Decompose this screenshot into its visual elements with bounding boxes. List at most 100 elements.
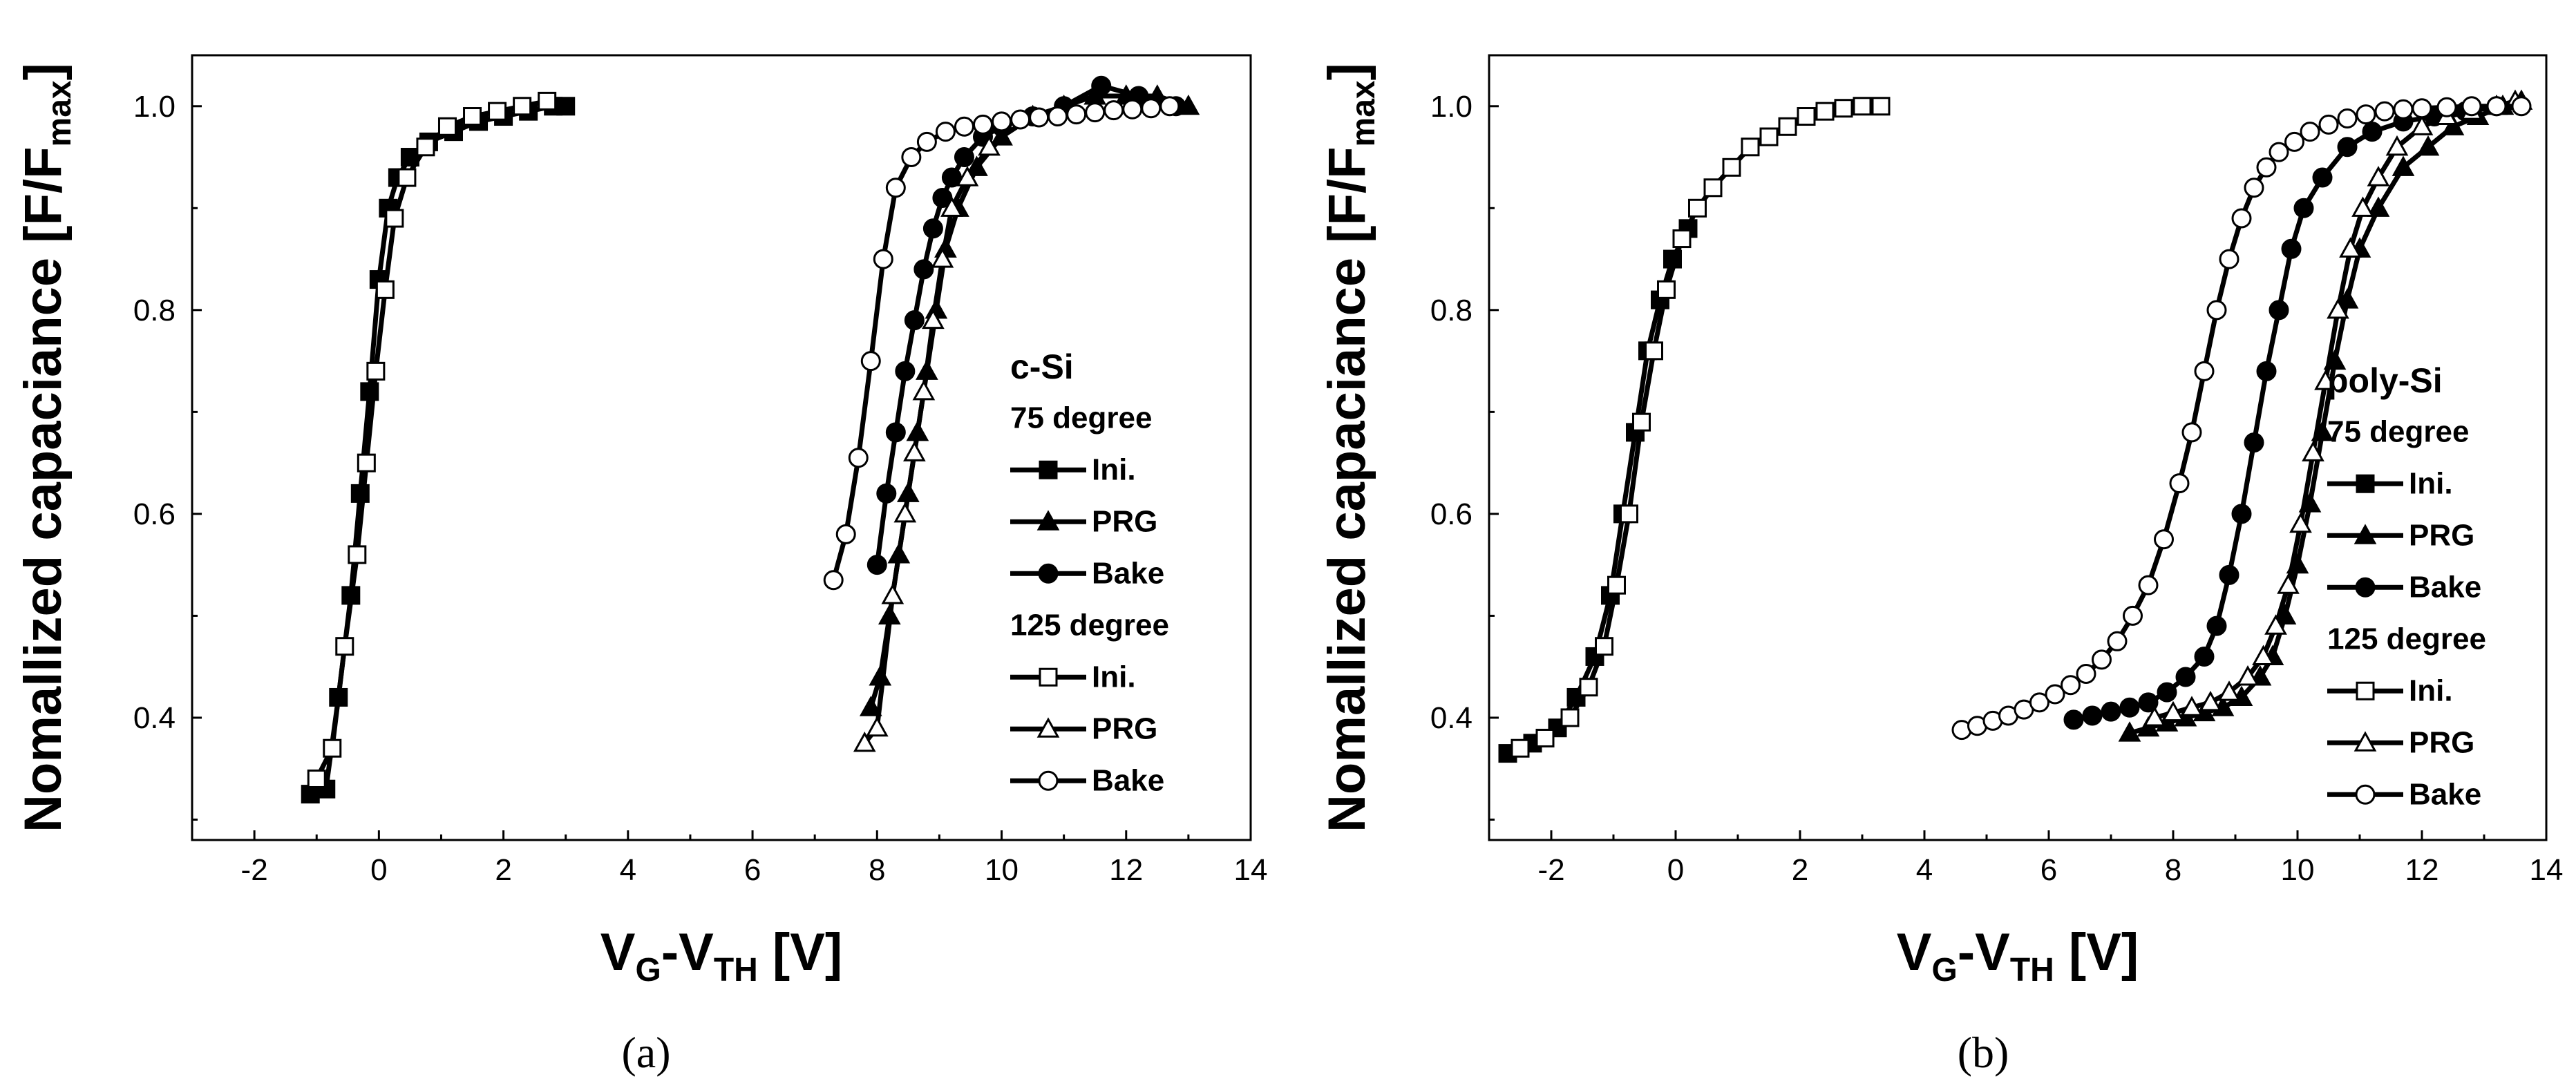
data-point [2392,155,2415,176]
data-point [437,117,457,136]
x-tick-label: 6 [2040,853,2057,887]
data-point [2219,564,2239,585]
series-bake-125 [823,96,1180,591]
data-point [1853,97,1872,116]
data-point [978,135,1001,156]
data-point [2374,101,2395,122]
data-point [2244,178,2264,198]
x-axis-title-part: TH [2010,952,2054,989]
legend-marker [2355,577,2376,598]
series-line [310,104,566,796]
data-point [2269,142,2289,162]
legend-entry-label: Bake [1092,556,1164,590]
data-point [2252,645,2275,665]
data-point [2256,157,2277,178]
x-tick-label: 4 [1916,853,1933,887]
data-point [992,111,1012,132]
data-point [2231,504,2252,524]
y-axis-title-part: max [1345,80,1382,146]
data-point [1815,102,1835,121]
data-point [1085,102,1106,123]
data-point [2045,684,2065,705]
data-point [2092,649,2112,670]
data-point [556,97,576,116]
data-point [2511,96,2532,117]
data-point [2362,122,2383,142]
data-point [463,107,482,126]
series-line [2154,99,2516,720]
data-point [935,122,956,142]
y-axis-title: Nomallized capaciance [F/Fmax] [14,63,78,832]
data-point [2029,692,2049,713]
data-point [2101,701,2121,722]
data-point [1010,109,1031,130]
data-point [307,769,326,788]
legend-title: poly-Si [2327,361,2443,400]
data-point [2339,237,2362,258]
x-axis-title-part: V [1897,923,1932,982]
data-point [893,502,917,523]
data-point [2300,122,2320,142]
series-ini-125 [1510,97,1891,758]
data-point [2181,422,2202,443]
data-point [1645,341,1663,361]
legend-marker [2356,681,2375,700]
data-point [1595,637,1613,656]
data-point [1122,99,1143,120]
legend-marker [2355,784,2376,805]
data-point [1672,229,1692,249]
data-point [913,259,934,280]
data-point [2061,675,2081,696]
legend-entry-label: Ini. [2409,674,2453,707]
data-point [848,448,869,468]
legend-marker [2354,731,2377,752]
data-point [2289,512,2312,533]
data-point [2137,716,2160,737]
data-point [2063,709,2084,730]
data-point [885,178,906,198]
series-bake-125 [1951,96,2532,741]
data-point [2194,361,2215,381]
data-point [2486,96,2507,117]
data-point [366,361,386,381]
data-point [2436,97,2457,117]
data-point [956,166,979,187]
data-point [1722,158,1741,177]
x-axis-title-part: -V [661,923,714,982]
x-tick-label: 6 [744,853,761,887]
data-point [2161,700,2185,722]
legend-marker [1036,510,1060,531]
data-point [2277,573,2300,594]
x-tick-label: 12 [1109,853,1143,887]
x-axis-title-part: [V] [2054,923,2139,982]
data-point [876,483,897,504]
data-point [860,351,881,372]
series-ini-125 [307,91,557,788]
data-point [873,249,893,269]
data-point [2385,135,2409,156]
data-point [885,422,906,443]
y-axis-title-part: ] [14,63,73,80]
data-point [2256,361,2277,381]
x-tick-label: 14 [1234,853,1268,887]
data-point [954,116,974,137]
data-point [1560,708,1580,727]
x-tick-label: 8 [2165,853,2181,887]
data-point [1066,104,1087,125]
legend-entry-label: Ini. [1092,660,1136,694]
data-point [2461,96,2482,117]
x-tick-label: 0 [1667,853,1684,887]
data-point [866,555,887,575]
legend-entry-label: PRG [2409,725,2474,759]
data-point [2236,665,2260,686]
data-point [2076,664,2096,685]
legend-group-label: 125 degree [2327,622,2486,656]
series-prg-125 [2143,89,2527,727]
x-tick-label: 12 [2405,853,2439,887]
plot-frame [191,54,1252,841]
y-tick-label: 0.4 [133,701,176,735]
x-tick-label: 4 [620,853,636,887]
y-tick-label: 0.8 [1430,294,1472,327]
y-tick-label: 0.8 [133,294,176,327]
